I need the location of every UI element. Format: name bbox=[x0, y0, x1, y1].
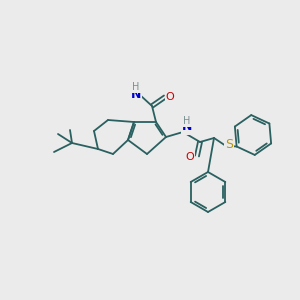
Text: O: O bbox=[166, 92, 174, 102]
Text: S: S bbox=[225, 139, 233, 152]
Text: N: N bbox=[131, 88, 141, 101]
Text: H: H bbox=[132, 82, 140, 92]
Text: O: O bbox=[186, 152, 194, 162]
Text: H: H bbox=[183, 116, 191, 126]
Text: N: N bbox=[182, 121, 192, 134]
